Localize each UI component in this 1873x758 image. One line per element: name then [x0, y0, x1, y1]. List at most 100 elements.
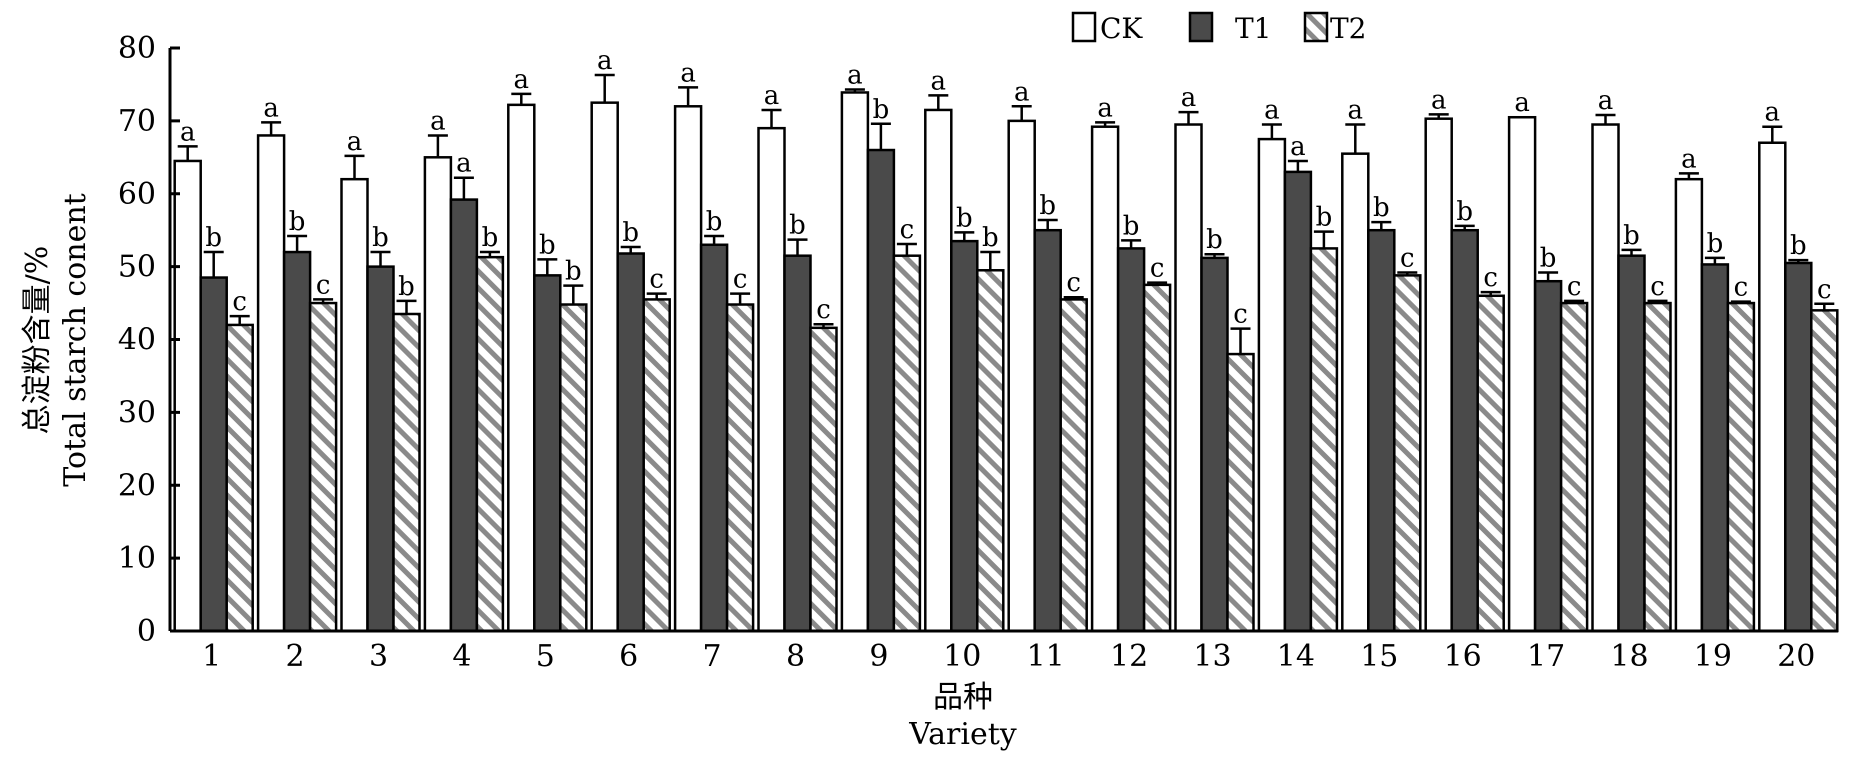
bar-ck — [1090, 125, 1120, 633]
sig-label-t2: c — [232, 287, 247, 317]
sig-label-t1: b — [539, 230, 556, 260]
error-bar-t2 — [1814, 302, 1835, 311]
error-bar-ck — [1178, 110, 1199, 125]
error-bar-ck — [177, 145, 198, 161]
error-bar-t2 — [313, 298, 334, 304]
bar-t1 — [950, 239, 979, 633]
error-bar-t1 — [870, 122, 891, 151]
sig-label-ck: a — [764, 81, 780, 111]
error-bar-t1 — [954, 231, 975, 242]
sig-label-ck: a — [180, 117, 196, 147]
legend-label-t1: T1 — [1235, 12, 1272, 45]
sig-label-t2: c — [1483, 263, 1498, 293]
error-bar-t1 — [1788, 258, 1809, 263]
error-bar-t2 — [1147, 281, 1168, 285]
error-bar-t2 — [479, 250, 500, 258]
x-tick-label: 1 — [202, 639, 221, 674]
sig-label-t2: c — [1567, 272, 1582, 302]
x-tick-label: 2 — [286, 639, 305, 674]
error-bar-t2 — [896, 242, 917, 256]
error-bar-ck — [678, 86, 699, 107]
error-bar-ck — [594, 73, 615, 103]
sig-label-t1: b — [1039, 191, 1056, 221]
sig-label-t1: b — [789, 211, 806, 241]
x-tick-label: 3 — [369, 639, 388, 674]
y-tick-label: 40 — [118, 323, 156, 358]
sig-label-t1: b — [873, 95, 890, 125]
bar-t1 — [616, 252, 645, 633]
y-tick-label: 50 — [118, 250, 156, 285]
x-tick-label: 14 — [1277, 639, 1315, 674]
bar-t1 — [1033, 228, 1062, 633]
sig-label-t2: c — [1400, 243, 1415, 273]
error-bar-t2 — [1313, 230, 1334, 249]
bar-t1 — [1200, 256, 1229, 633]
error-bar-ck — [1595, 113, 1616, 125]
bar-t1 — [699, 243, 729, 633]
error-bar-ck — [1678, 172, 1699, 180]
error-bar-t1 — [1371, 220, 1392, 231]
y-tick-label: 30 — [118, 395, 156, 430]
bar-t1 — [366, 265, 395, 633]
bar-t1 — [1617, 254, 1646, 633]
x-tick-label: 4 — [452, 639, 471, 674]
error-bar-ck — [344, 154, 365, 180]
bar-t2 — [225, 323, 254, 633]
legend: CK T1 T2 — [1071, 11, 1367, 45]
bar-ck — [256, 134, 286, 633]
sig-label-t1: a — [1290, 132, 1306, 162]
sig-label-t2: c — [900, 215, 915, 245]
bar-t2 — [1559, 301, 1589, 633]
sig-label-t2: c — [1066, 268, 1081, 298]
sig-label-t1: b — [1623, 221, 1640, 251]
error-bar-t2 — [1647, 299, 1668, 304]
sig-label-t1: b — [1707, 229, 1724, 259]
bar-ck — [590, 101, 619, 633]
bar-t2 — [392, 312, 421, 633]
y-tick-label: 0 — [137, 614, 156, 649]
error-bar-ck — [1345, 123, 1366, 154]
bar-t2 — [308, 301, 338, 633]
bar-ck — [423, 156, 453, 633]
sig-label-t2: b — [565, 257, 582, 287]
x-tick-label: 13 — [1193, 639, 1231, 674]
error-bar-ck — [1428, 113, 1449, 119]
x-ticks: 1 2 3 4 5 6 7 8 9 10 11 12 13 14 15 16 17 18 19 20 — [202, 639, 1815, 674]
sig-label-t2: c — [1650, 272, 1665, 302]
error-bar-ck — [761, 108, 782, 129]
error-bar-t2 — [1480, 290, 1501, 296]
error-bar-t2 — [1230, 327, 1251, 355]
x-tick-label: 7 — [703, 639, 722, 674]
error-bar-t2 — [563, 284, 584, 305]
bar-t2 — [1476, 294, 1505, 633]
bar-t1 — [1533, 279, 1563, 633]
bar-ck — [1507, 115, 1537, 633]
sig-label-t1: b — [372, 223, 389, 253]
bar-t2 — [725, 303, 755, 633]
x-tick-label: 6 — [619, 639, 638, 674]
error-bar-t1 — [1454, 224, 1475, 231]
sig-label-t1: b — [1373, 193, 1390, 223]
sig-label-ck: a — [514, 65, 530, 95]
x-tick-label: 15 — [1360, 639, 1398, 674]
error-bar-t1 — [1037, 218, 1058, 231]
error-bar-t1 — [1704, 256, 1725, 265]
x-tick-label: 20 — [1777, 639, 1815, 674]
sig-label-ck: a — [430, 106, 446, 136]
error-bar-ck — [928, 94, 949, 110]
legend-swatch-t2 — [1303, 11, 1329, 43]
sig-label-ck: a — [1765, 98, 1781, 128]
bar-t2 — [1810, 309, 1839, 633]
x-tick-label: 12 — [1110, 639, 1148, 674]
sig-label-t2: b — [1316, 203, 1333, 233]
y-tick-label: 10 — [118, 541, 156, 576]
error-bar-t1 — [1204, 252, 1225, 258]
significance-labels: abcabcabbaababbabcabcabcabcabbabcabcabca… — [180, 46, 1832, 330]
legend-swatch-t1 — [1188, 11, 1214, 43]
y-tick-label: 80 — [118, 31, 156, 66]
bar-t1 — [1700, 263, 1730, 633]
y-tick-label: 20 — [118, 468, 156, 503]
error-bar-ck — [844, 88, 865, 93]
sig-label-ck: a — [1348, 96, 1364, 126]
sig-label-ck: a — [1681, 144, 1697, 174]
